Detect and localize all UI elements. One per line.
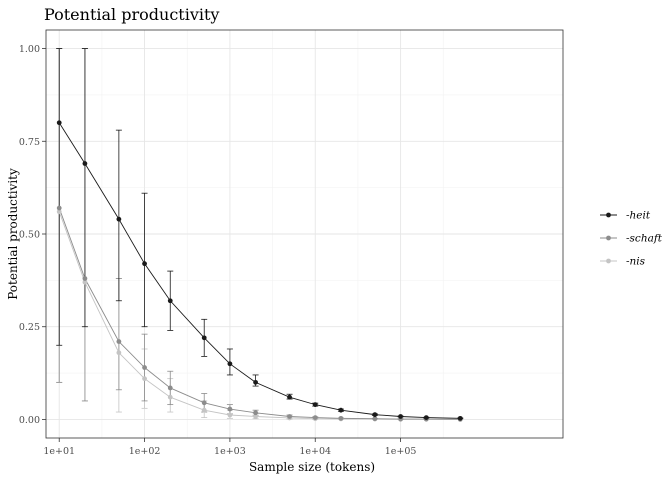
point-schaft [82,276,88,281]
point-nis [82,279,88,285]
legend-label-schaft: -schaft [626,233,663,245]
legend-label-heit: -heit [626,210,651,222]
x-axis: 1e+01 1e+02 1e+03 1e+04 1e+05 [43,438,416,457]
point-schaft [167,385,173,391]
point-heit [56,120,62,126]
point-nis [116,350,122,356]
y-tick-label: 0.25 [19,322,40,333]
point-nis [142,376,147,382]
point-heit [253,379,258,385]
point-schaft [312,415,318,420]
x-tick-label: 1e+05 [385,446,417,457]
x-tick-label: 1e+01 [43,446,75,457]
legend-label-nis: -nis [626,256,646,268]
x-tick-label: 1e+04 [299,446,331,457]
point-nis [201,407,207,413]
y-tick-label: 0.75 [19,137,40,148]
point-nis [227,412,233,418]
point-schaft [253,410,258,416]
point-heit [372,412,378,418]
x-axis-title: Sample size (tokens) [249,460,375,474]
point-heit [338,407,344,413]
point-nis [253,414,258,419]
x-tick-label: 1e+02 [129,446,161,457]
point-schaft [201,400,207,406]
data-points [56,120,463,422]
point-heit [287,394,292,400]
point-schaft [227,406,233,412]
y-axis-title: Potential productivity [6,168,20,300]
point-heit [142,261,147,267]
chart-title: Potential productivity [44,5,219,24]
y-tick-label: 0.50 [19,230,40,241]
point-heit [457,415,463,421]
point-heit [423,415,429,420]
y-axis: 0.00 0.25 0.50 0.75 1.00 [19,44,46,426]
point-heit [227,361,233,367]
point-heit [167,298,173,304]
point-schaft [56,205,62,211]
point-schaft [372,416,378,422]
legend: -heit -schaft -nis [600,210,663,268]
point-schaft [116,339,122,344]
point-heit [312,402,318,408]
point-nis [167,394,173,400]
y-tick-label: 1.00 [19,44,40,55]
legend-key-point-heit [606,212,611,218]
point-heit [82,161,88,166]
point-nis [56,209,62,215]
point-schaft [338,415,344,421]
point-schaft [287,414,292,419]
legend-key-point-nis [606,258,611,264]
point-schaft [142,365,147,370]
point-heit [201,335,207,341]
y-tick-label: 0.00 [19,415,40,426]
point-heit [116,216,122,222]
x-tick-label: 1e+03 [214,446,246,457]
point-heit [398,414,403,419]
legend-key-point-schaft [606,235,611,241]
